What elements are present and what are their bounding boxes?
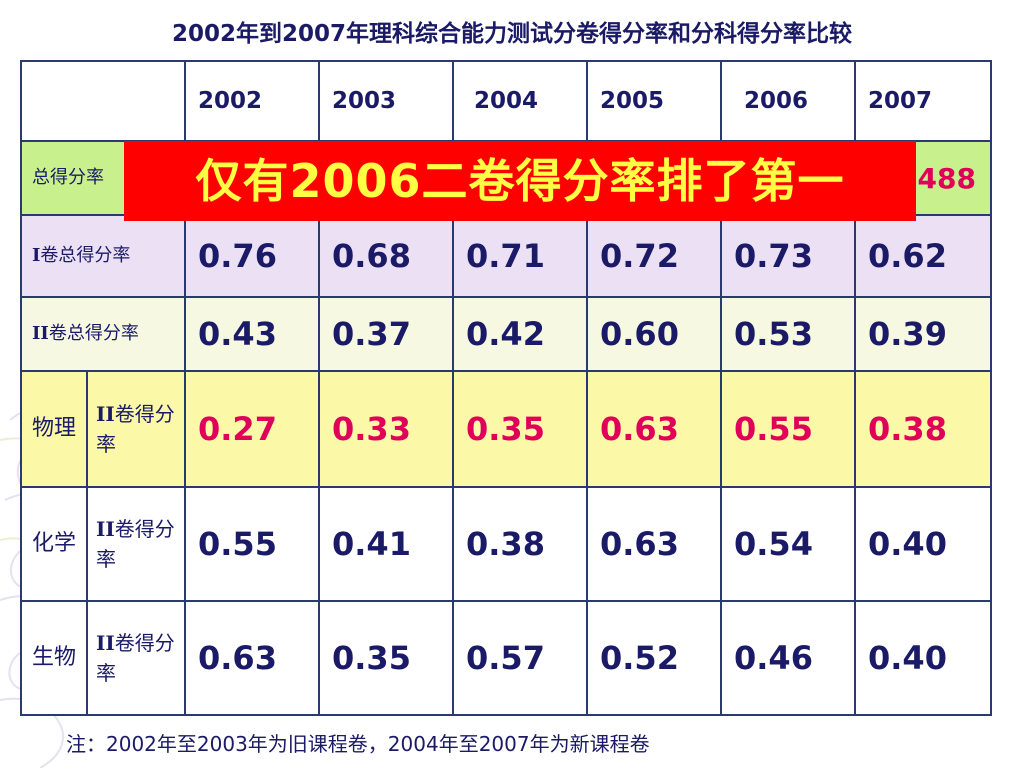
sub-label: II卷得分率 — [86, 370, 186, 488]
subject-label-physics: 物理 — [20, 370, 88, 488]
value-cell: 0.40 — [854, 486, 992, 602]
value-cell: 0.27 — [184, 370, 320, 488]
page-title: 2002年到2007年理科综合能力测试分卷得分率和分科得分率比较 — [171, 21, 853, 47]
row-label-paper2: II卷总得分率 — [20, 296, 186, 372]
table-row-biology: 生物 II卷得分率 0.63 0.35 0.57 0.52 0.46 0.40 — [20, 600, 992, 716]
sub-label: II卷得分率 — [86, 486, 186, 602]
value-cell: 0.52 — [586, 600, 722, 716]
value-cell: 0.37 — [318, 296, 454, 372]
header-row: 2002 2003 2004 2005 2006 2007 — [20, 60, 992, 142]
value-cell: 0.71 — [452, 214, 588, 298]
roman-label: II — [96, 402, 115, 426]
sub-label: II卷得分率 — [86, 600, 186, 716]
table-row-paper2: II卷总得分率 0.43 0.37 0.42 0.60 0.53 0.39 — [20, 296, 992, 372]
sub-label-text: 卷得分率 — [96, 517, 175, 571]
value-cell: 0.62 — [854, 214, 992, 298]
corner-cell — [20, 60, 186, 142]
row-label-text: 卷总得分率 — [40, 245, 131, 266]
value-cell: 0.43 — [184, 296, 320, 372]
score-comparison-table: 2002 2003 2004 2005 2006 2007 总得分率 0.488… — [20, 60, 992, 716]
value-cell: 0.55 — [184, 486, 320, 602]
table-row-paper1: I卷总得分率 0.76 0.68 0.71 0.72 0.73 0.62 — [20, 214, 992, 298]
value-cell: 0.63 — [184, 600, 320, 716]
value-cell: 0.63 — [586, 370, 722, 488]
value-cell: 0.72 — [586, 214, 722, 298]
row-label-text: 卷总得分率 — [48, 323, 139, 344]
value-cell: 0.42 — [452, 296, 588, 372]
year-header: 2006 — [720, 60, 856, 142]
row-label-paper1: I卷总得分率 — [20, 214, 186, 298]
value-cell: 0.33 — [318, 370, 454, 488]
value-cell: 0.55 — [720, 370, 856, 488]
footnote: 注：2002年至2003年为旧课程卷，2004年至2007年为新课程卷 — [66, 732, 650, 756]
sub-label-text: 卷得分率 — [96, 402, 175, 456]
roman-label: II — [96, 631, 115, 655]
table-row-chemistry: 化学 II卷得分率 0.55 0.41 0.38 0.63 0.54 0.40 — [20, 486, 992, 602]
roman-label: II — [96, 517, 115, 541]
value-cell: 0.73 — [720, 214, 856, 298]
subject-label-biology: 生物 — [20, 600, 88, 716]
highlight-banner: 仅有2006二卷得分率排了第一 — [124, 141, 916, 221]
table-row-physics: 物理 II卷得分率 0.27 0.33 0.35 0.63 0.55 0.38 — [20, 370, 992, 488]
year-header: 2005 — [586, 60, 722, 142]
sub-label-text: 卷得分率 — [96, 631, 175, 685]
roman-label: I — [32, 245, 41, 266]
value-cell: 0.35 — [318, 600, 454, 716]
value-cell: 0.60 — [586, 296, 722, 372]
value-cell: 0.53 — [720, 296, 856, 372]
roman-label: II — [32, 323, 49, 344]
value-cell: 0.68 — [318, 214, 454, 298]
value-cell: 0.38 — [854, 370, 992, 488]
value-cell: 0.41 — [318, 486, 454, 602]
year-header: 2003 — [318, 60, 454, 142]
value-cell: 0.39 — [854, 296, 992, 372]
value-cell: 0.57 — [452, 600, 588, 716]
value-cell: 0.35 — [452, 370, 588, 488]
year-header: 2002 — [184, 60, 320, 142]
value-cell: 0.63 — [586, 486, 722, 602]
value-cell: 0.54 — [720, 486, 856, 602]
value-cell: 0.76 — [184, 214, 320, 298]
value-cell: 0.38 — [452, 486, 588, 602]
value-cell: 0.40 — [854, 600, 992, 716]
year-header: 2007 — [854, 60, 992, 142]
subject-label-chemistry: 化学 — [20, 486, 88, 602]
value-cell: 0.46 — [720, 600, 856, 716]
year-header: 2004 — [452, 60, 588, 142]
